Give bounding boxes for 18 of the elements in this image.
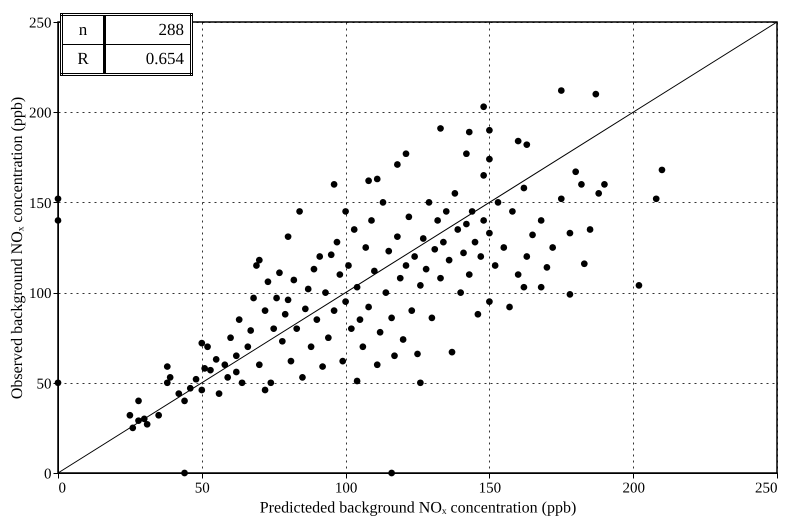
y-tick-label: 0: [44, 466, 52, 482]
annotation: 288: [104, 14, 192, 44]
annotation: n: [62, 14, 104, 44]
x-tick-label: 200: [622, 480, 645, 496]
annotation: R: [62, 44, 104, 74]
x-tick-label: 50: [194, 480, 210, 496]
x-tick-label: 150: [478, 480, 502, 496]
y-axis-title: Observed background NOₓ concentration (ppb): [9, 96, 26, 400]
x-tick-label: 0: [58, 480, 66, 496]
x-axis-title: Predicteded background NOₓ concentration (ppb): [260, 500, 576, 516]
x-tick-label: 100: [334, 480, 358, 496]
y-tick-label: 50: [36, 376, 52, 392]
y-tick-label: 250: [29, 16, 52, 32]
y-tick-label: 100: [29, 286, 52, 302]
x-tick-label: 250: [755, 480, 778, 496]
y-tick-label: 200: [29, 106, 52, 122]
y-tick-label: 150: [29, 196, 52, 212]
annotation: 0.654: [104, 44, 192, 74]
